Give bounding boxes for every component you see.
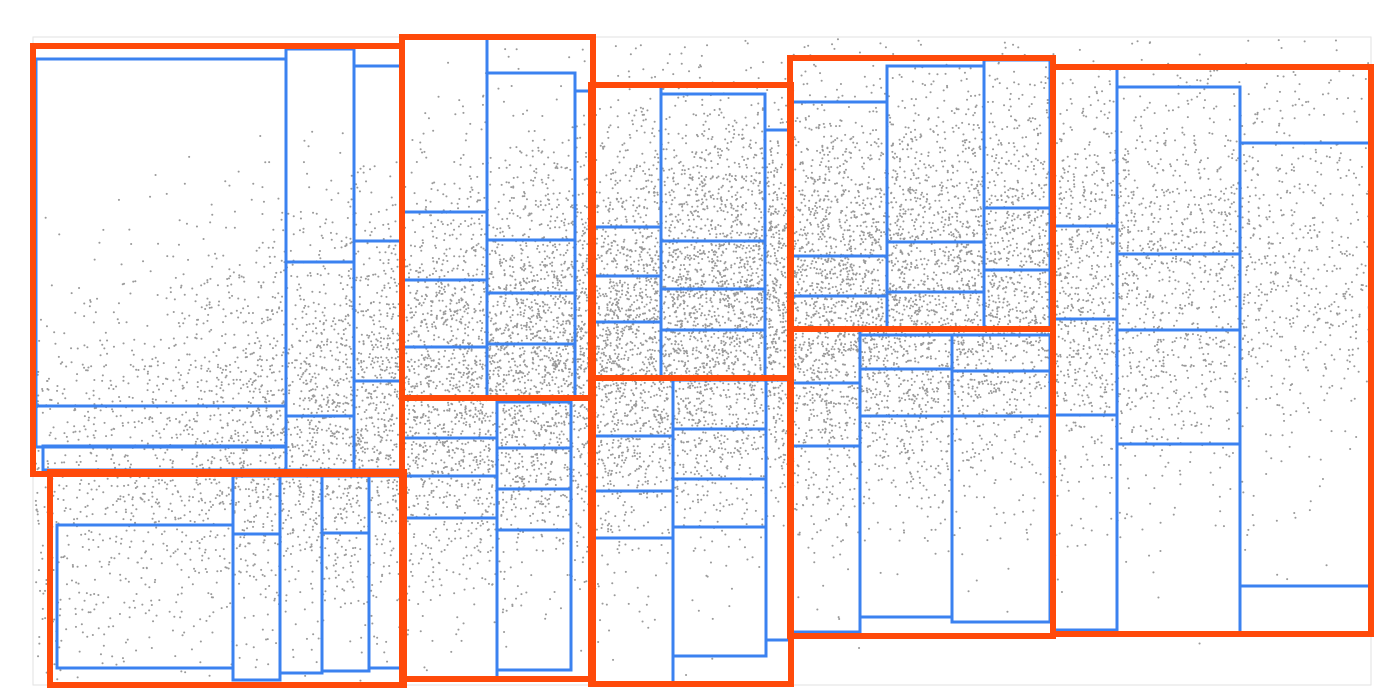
frame <box>32 36 1372 686</box>
leaf-box <box>495 528 573 672</box>
node-boxes <box>30 34 1374 688</box>
point-cloud <box>34 38 1370 682</box>
node-box <box>1050 64 1374 637</box>
